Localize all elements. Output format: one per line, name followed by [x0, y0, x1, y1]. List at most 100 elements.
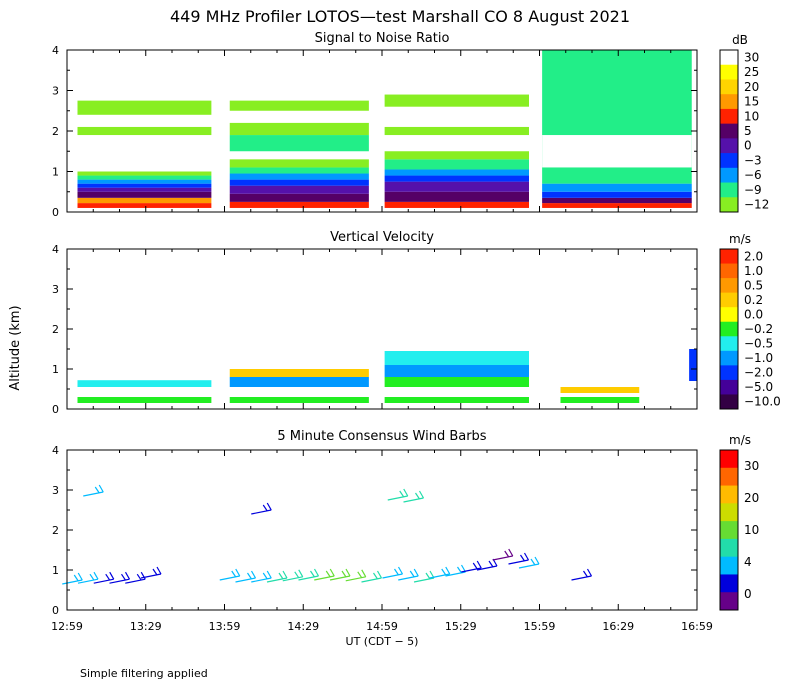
wind-barb [314, 568, 335, 581]
barb-shaft [314, 575, 335, 581]
barb-feather [136, 573, 142, 581]
y-tick-label: 1 [52, 363, 59, 376]
plot-frame [66, 449, 698, 611]
data-cell [229, 369, 369, 377]
y-tick-label: 0 [52, 403, 59, 416]
colorbar-level-label: −1.0 [744, 351, 773, 365]
data-cell [384, 169, 529, 176]
barb-shaft [518, 563, 540, 569]
x-tick-label: 13:59 [209, 620, 241, 633]
barb-feather [247, 572, 252, 580]
barb-shaft [413, 577, 435, 583]
colorbar-segment [720, 321, 738, 337]
colorbar-level-label: −5.0 [744, 380, 773, 394]
data-cell [542, 191, 692, 198]
colorbar-level-label: 10 [744, 109, 759, 123]
y-tick-label: 0 [52, 604, 59, 617]
wind-barb [361, 570, 383, 583]
barb-feather [534, 556, 540, 565]
barb-feather [93, 571, 99, 580]
barb-shaft [361, 577, 382, 583]
colorbar-segment [720, 263, 738, 279]
barb-feather [262, 504, 268, 512]
barb-feather [266, 570, 272, 579]
colorbar-level-label: −3 [744, 153, 762, 167]
wind-barb [492, 548, 514, 561]
barb-feather [266, 502, 272, 511]
data-cell [77, 171, 212, 176]
colorbar-frame [719, 49, 739, 213]
colorbar-segment [720, 394, 738, 410]
barb-feather [152, 568, 158, 576]
colorbar-segment [720, 521, 738, 540]
barb-feather [441, 568, 447, 576]
colorbar-level-label: 10 [744, 523, 759, 537]
wind-barb [62, 572, 83, 585]
y-tick-label: 2 [52, 323, 59, 336]
data-cell [77, 380, 212, 387]
barb-shaft [492, 555, 513, 561]
wind-barb [298, 568, 320, 581]
data-cell [542, 197, 692, 204]
data-cell [77, 126, 212, 136]
colorbar-level-label: 0.0 [744, 307, 763, 321]
colorbar-segment [720, 123, 738, 139]
barb-feather [488, 560, 494, 568]
data-cell [384, 397, 529, 403]
barb-shaft [329, 575, 351, 581]
colorbar-unit: m/s [729, 232, 751, 246]
colorbar-level-label: −9 [744, 183, 762, 197]
panel-1: Signal to Noise Ratio01234dB302520151050… [52, 31, 769, 219]
colorbar-frame [719, 248, 739, 410]
x-axis-label: UT (CDT − 5) [346, 635, 419, 648]
data-cell [229, 122, 369, 136]
data-cell [384, 351, 529, 365]
barb-shaft [251, 509, 272, 515]
colorbar-segment [720, 249, 738, 265]
barb-shaft [266, 577, 288, 583]
panel-title: 5 Minute Consensus Wind Barbs [277, 429, 486, 444]
wind-barb [140, 566, 162, 579]
colorbar-unit: dB [732, 33, 748, 47]
figure-title: 449 MHz Profiler LOTOS—test Marshall CO … [170, 7, 630, 26]
wind-barb [387, 488, 409, 501]
data-cell [542, 203, 692, 208]
colorbar-level-label: 0 [744, 587, 752, 601]
barb-feather [476, 560, 482, 569]
barb-shaft [508, 559, 529, 565]
data-cell [229, 179, 369, 186]
barb-shaft [251, 577, 272, 583]
barb-feather [530, 558, 536, 566]
colorbar-unit: m/s [729, 433, 751, 447]
y-axis-label: Altitude (km) [8, 305, 23, 390]
colorbar-level-label: 25 [744, 65, 759, 79]
barb-feather [586, 568, 593, 577]
wind-barb [429, 566, 451, 579]
data-cell [384, 377, 529, 387]
data-cell [229, 193, 369, 202]
barb-feather [89, 573, 95, 581]
data-cell [542, 135, 692, 168]
colorbar-level-label: 20 [744, 491, 759, 505]
barb-shaft [461, 567, 482, 573]
footnote: Simple filtering applied [80, 667, 208, 680]
x-tick-label: 13:29 [130, 620, 162, 633]
barb-feather [413, 568, 419, 577]
barb-feather [472, 562, 478, 570]
barb-feather [397, 566, 404, 575]
colorbar-segment [720, 64, 738, 80]
barb-feather [399, 490, 405, 498]
colorbar-level-label: 1.0 [744, 264, 763, 278]
x-tick-label: 14:29 [287, 620, 319, 633]
barb-feather [445, 566, 451, 575]
barb-feather [94, 486, 100, 494]
barb-feather [409, 570, 415, 578]
data-cell [384, 365, 529, 377]
wind-barb [77, 571, 99, 584]
barb-shaft [382, 573, 403, 579]
barb-shaft [571, 575, 592, 581]
colorbar-segment [720, 307, 738, 323]
wind-barb [571, 568, 593, 581]
wind-barb [219, 568, 241, 581]
wind-barb [382, 566, 404, 579]
